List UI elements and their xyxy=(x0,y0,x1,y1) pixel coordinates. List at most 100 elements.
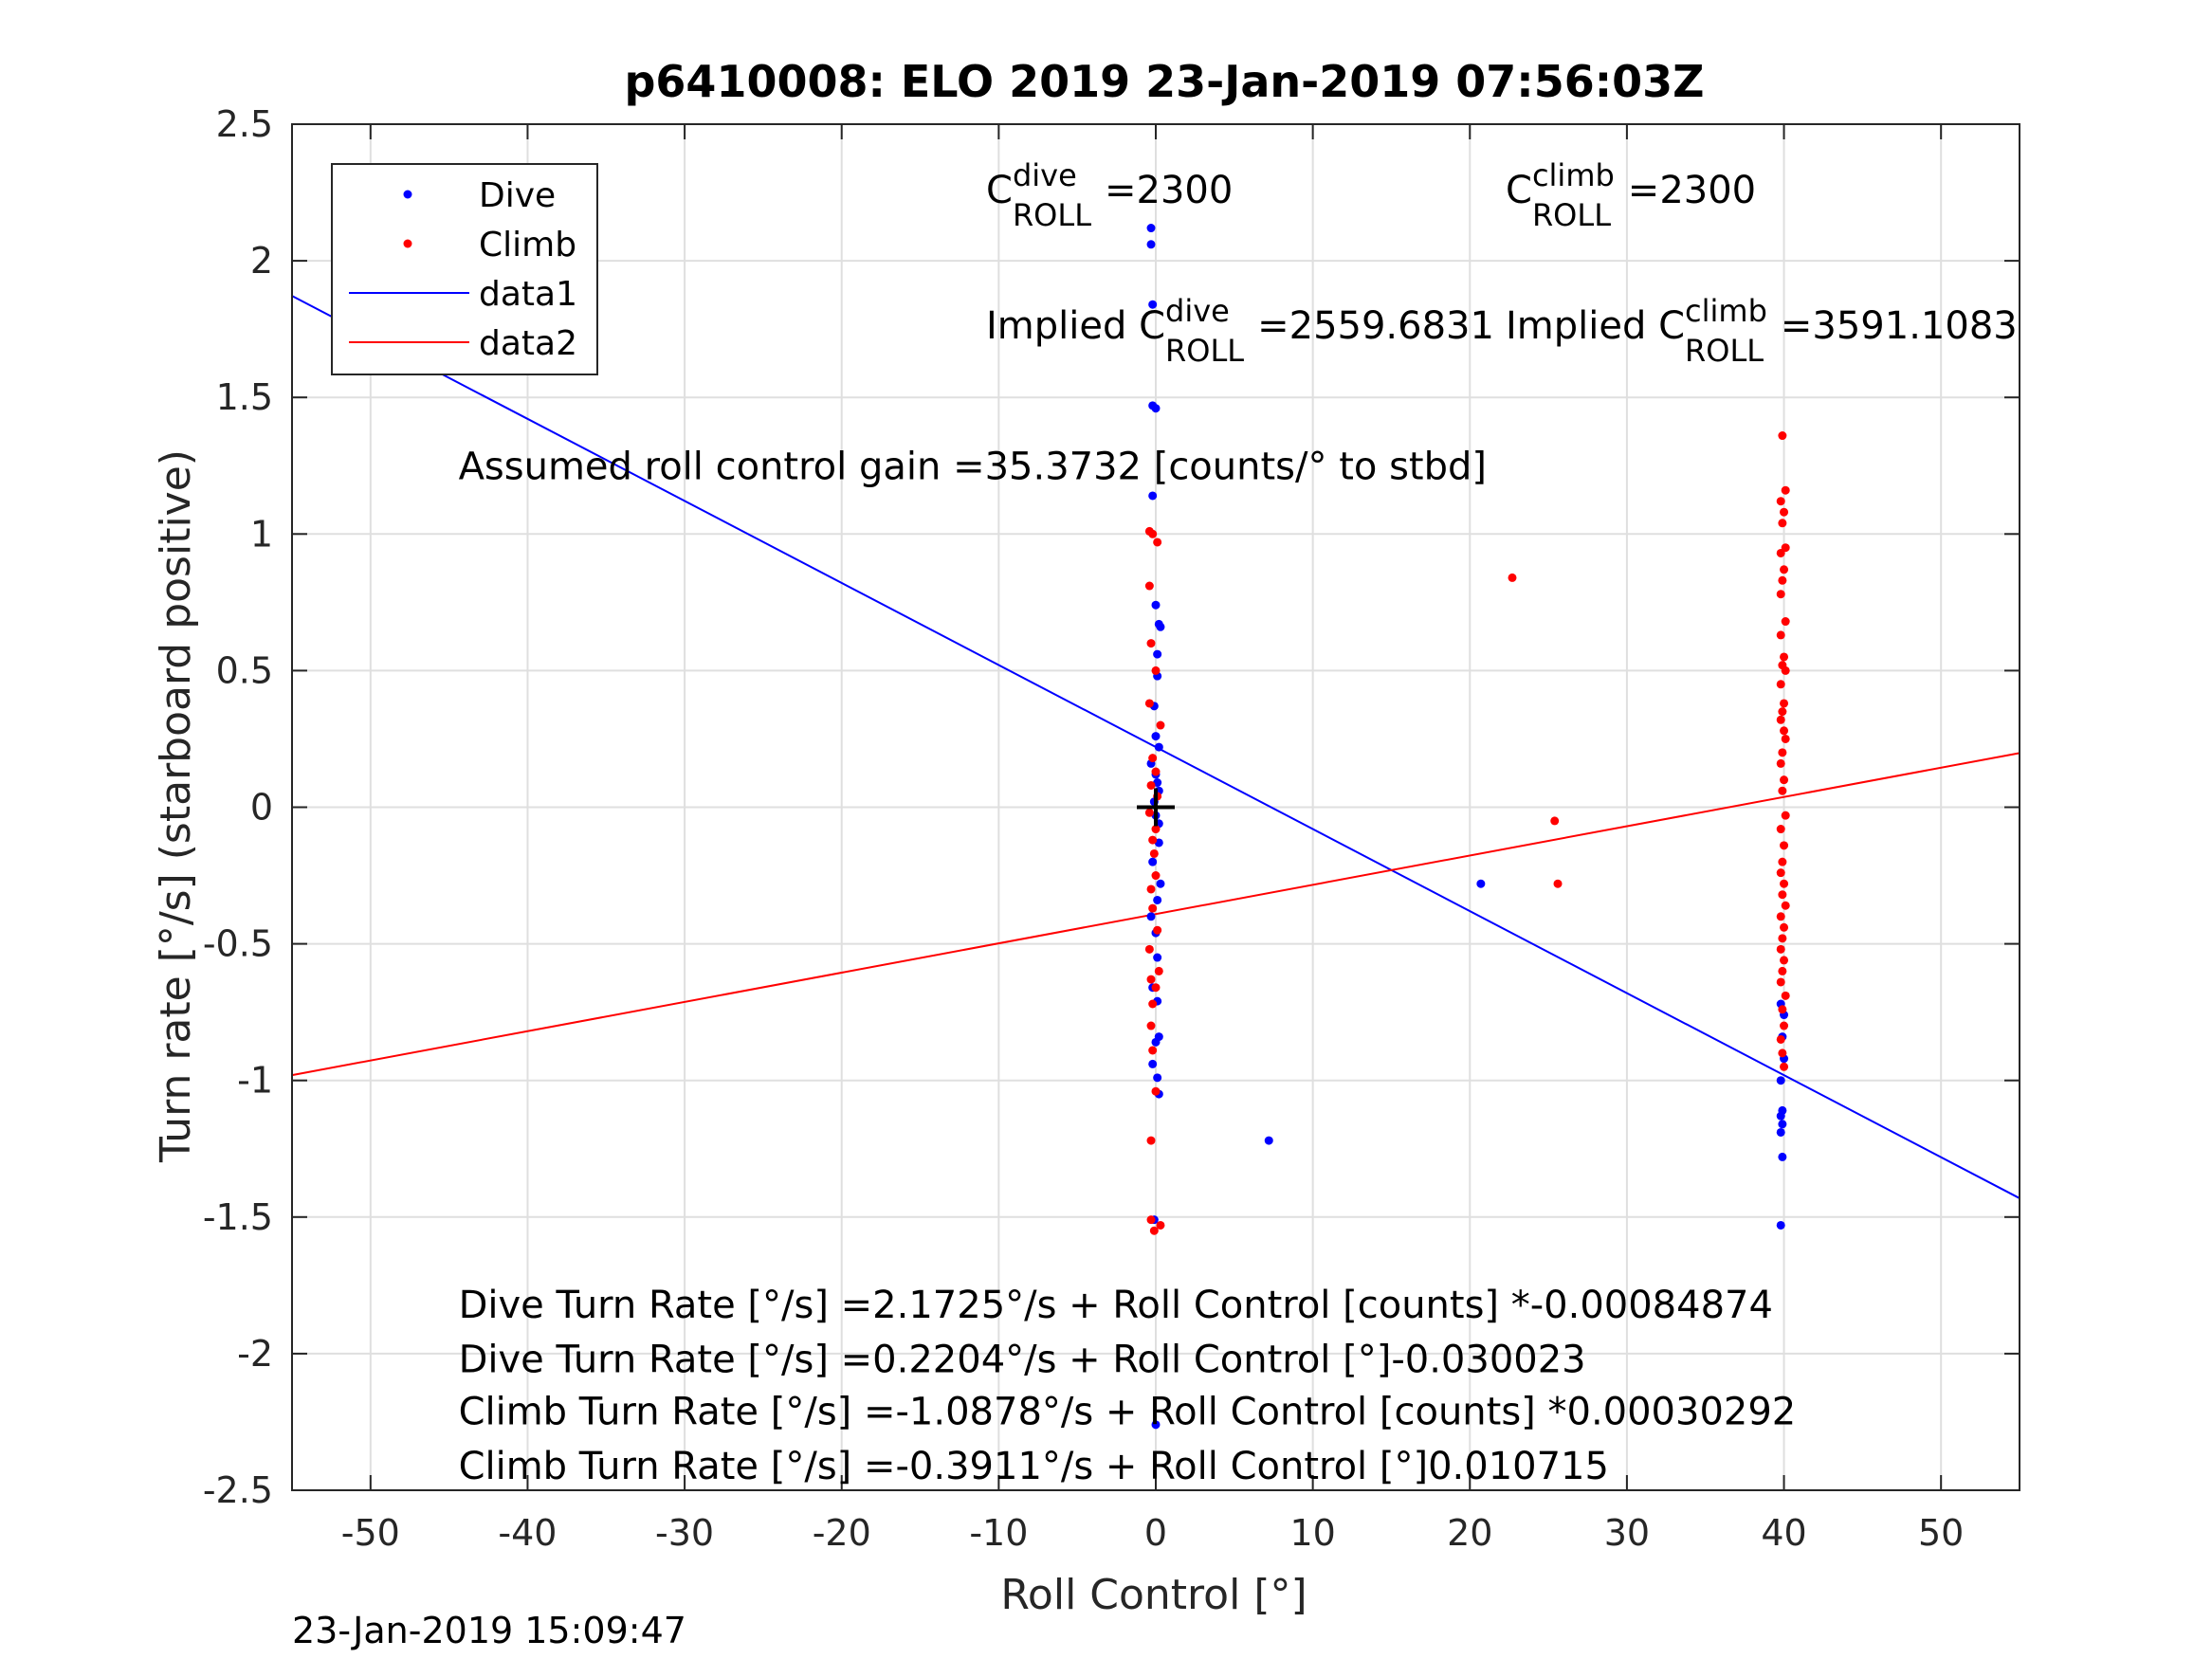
point-climb xyxy=(1780,652,1789,662)
point-climb xyxy=(1778,431,1787,441)
point-climb xyxy=(1780,507,1789,517)
y-tick-label: 1.5 xyxy=(216,376,273,418)
point-climb xyxy=(1778,966,1787,975)
point-climb xyxy=(1146,1021,1156,1030)
implied-c-roll-dive-sub: ROLL xyxy=(1165,333,1244,369)
point-dive xyxy=(1156,622,1165,631)
legend-label: data2 xyxy=(479,324,577,363)
point-climb xyxy=(1144,581,1154,591)
point-dive xyxy=(1148,1059,1158,1068)
y-tick-label: -1 xyxy=(237,1060,273,1102)
point-climb xyxy=(1776,497,1785,506)
annotation-text: Dive Turn Rate [°/s] =0.2204°/s + Roll C… xyxy=(459,1339,1586,1382)
y-axis-label: Turn rate [°/s] (starboard positive) xyxy=(152,449,200,1163)
point-dive xyxy=(1148,300,1158,309)
point-climb xyxy=(1146,884,1156,894)
point-climb xyxy=(1778,1048,1787,1058)
data-series xyxy=(291,224,2020,1430)
x-tick-label: 10 xyxy=(1289,1512,1335,1554)
point-climb xyxy=(1151,825,1161,834)
c-roll-climb-sub: ROLL xyxy=(1532,197,1611,233)
x-tick-label: 30 xyxy=(1604,1512,1650,1554)
point-climb xyxy=(1778,786,1787,795)
point-climb xyxy=(1781,811,1790,820)
point-dive xyxy=(1146,912,1156,921)
point-dive xyxy=(1146,240,1156,249)
x-tick-label: 40 xyxy=(1761,1512,1806,1554)
point-dive xyxy=(1154,742,1163,752)
chart-title: p6410008: ELO 2019 23-Jan-2019 07:56:03Z xyxy=(625,56,1705,107)
point-climb xyxy=(1154,966,1163,975)
c-roll-dive-sup: dive xyxy=(1013,157,1077,193)
point-climb xyxy=(1156,720,1165,730)
annotation-text: Climb Turn Rate [°/s] =-0.3911°/s + Roll… xyxy=(459,1445,1609,1488)
y-tick-labels: 2.5 2 1.5 1 0.5 0 -0.5 -1 -1.5 -2 -2.5 xyxy=(203,103,273,1511)
point-climb xyxy=(1781,901,1790,910)
point-climb xyxy=(1780,956,1789,965)
point-dive xyxy=(1776,1127,1785,1137)
point-dive xyxy=(1148,857,1158,866)
legend-label: data1 xyxy=(479,275,577,314)
point-climb xyxy=(1146,780,1156,790)
point-climb xyxy=(1778,707,1787,717)
point-climb xyxy=(1144,808,1154,817)
point-dive xyxy=(1153,1073,1162,1083)
point-climb xyxy=(1776,868,1785,878)
point-climb xyxy=(1146,975,1156,984)
point-climb xyxy=(1151,665,1161,675)
x-tick-label: 0 xyxy=(1144,1512,1167,1554)
point-climb xyxy=(1776,758,1785,768)
point-climb xyxy=(1550,816,1560,826)
legend-marker-climb xyxy=(403,239,412,248)
x-tick-label: -10 xyxy=(969,1512,1028,1554)
point-climb xyxy=(1149,1226,1159,1235)
annotation-text: Assumed roll control gain =35.3732 [coun… xyxy=(459,445,1487,488)
x-tick-labels: -50 -40 -30 -20 -10 0 10 20 30 40 50 xyxy=(341,1512,1965,1554)
point-dive xyxy=(1776,1076,1785,1085)
point-dive xyxy=(1476,879,1486,888)
point-climb xyxy=(1508,573,1517,582)
point-dive xyxy=(1776,1220,1785,1230)
point-climb xyxy=(1776,715,1785,724)
c-roll-dive-sub: ROLL xyxy=(1013,197,1091,233)
point-dive xyxy=(1264,1136,1273,1145)
x-tick-label: -20 xyxy=(813,1512,871,1554)
point-climb xyxy=(1776,977,1785,987)
point-climb xyxy=(1778,575,1787,585)
footer-timestamp: 23-Jan-2019 15:09:47 xyxy=(292,1610,686,1651)
point-climb xyxy=(1778,1005,1787,1014)
point-climb xyxy=(1781,991,1790,1000)
y-tick-label: -2.5 xyxy=(203,1469,273,1511)
axes-frame xyxy=(291,123,2020,1491)
point-dive xyxy=(1151,1420,1161,1430)
point-climb xyxy=(1776,680,1785,689)
x-tick-label: 50 xyxy=(1918,1512,1964,1554)
x-tick-label: -40 xyxy=(498,1512,557,1554)
point-climb xyxy=(1151,871,1161,881)
point-climb xyxy=(1780,699,1789,708)
point-climb xyxy=(1148,999,1158,1009)
point-climb xyxy=(1148,529,1158,538)
x-tick-label: -30 xyxy=(655,1512,714,1554)
fit-line-data2 xyxy=(291,752,2020,1077)
annotations: Assumed roll control gain =35.3732 [coun… xyxy=(459,445,1797,1488)
annotation-text: Dive Turn Rate [°/s] =2.1725°/s + Roll C… xyxy=(459,1284,1773,1327)
x-tick-label: -50 xyxy=(341,1512,400,1554)
legend-box xyxy=(331,163,598,375)
point-climb xyxy=(1780,841,1789,850)
legend-marker-dive xyxy=(403,190,412,199)
point-climb xyxy=(1778,519,1787,528)
point-climb xyxy=(1780,565,1789,574)
point-climb xyxy=(1780,922,1789,932)
point-climb xyxy=(1144,699,1154,708)
point-dive xyxy=(1148,491,1158,501)
point-climb xyxy=(1776,548,1785,557)
point-climb xyxy=(1776,912,1785,921)
x-tick-label: 20 xyxy=(1447,1512,1492,1554)
implied-c-roll-dive-value: =2559.6831 xyxy=(1257,304,1494,348)
y-tick-label: 1 xyxy=(250,513,273,555)
point-climb xyxy=(1776,1034,1785,1044)
implied-c-roll-dive-sup: dive xyxy=(1165,293,1230,329)
point-climb xyxy=(1144,944,1154,954)
point-dive xyxy=(1151,1037,1161,1047)
